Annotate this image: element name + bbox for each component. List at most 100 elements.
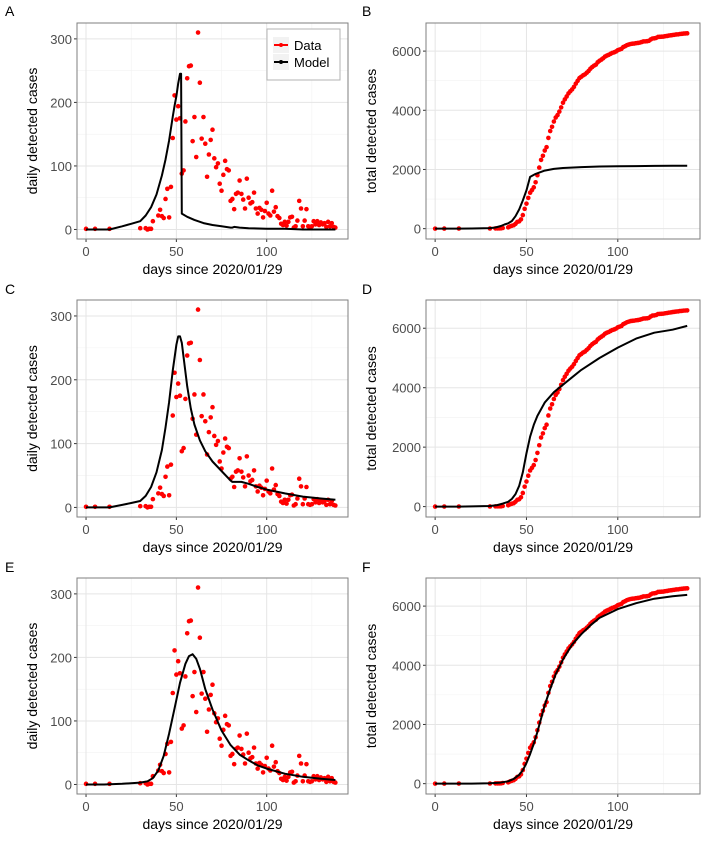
data-point: [282, 497, 288, 503]
panel-c: C 0 50 100 0 100 200 300 days since 2020/01/29 da…: [5, 281, 349, 555]
data-point: [192, 392, 197, 397]
data-point: [170, 413, 176, 418]
data-point: [273, 482, 279, 488]
y-axis-title: total detected cases: [363, 69, 379, 194]
data-point: [251, 468, 257, 473]
data-point: [538, 435, 544, 440]
y-tick-label: 300: [50, 587, 72, 602]
data-point: [166, 770, 172, 775]
x-axis-title: days since 2020/01/29: [493, 816, 633, 832]
data-point: [202, 696, 208, 702]
x-tick-label: 50: [519, 522, 533, 537]
x-tick-label: 100: [256, 799, 278, 814]
data-point: [684, 31, 690, 36]
data-point: [542, 425, 548, 431]
data-point: [524, 201, 529, 206]
data-point: [237, 178, 242, 183]
y-tick-label: 200: [50, 650, 72, 665]
data-point: [230, 751, 235, 757]
data-point: [175, 658, 181, 664]
data-point: [170, 135, 176, 141]
data-point: [174, 117, 179, 122]
data-point: [157, 485, 163, 490]
data-point: [520, 490, 526, 496]
y-tick-label: 100: [50, 437, 72, 452]
model-line: [435, 324, 688, 508]
legend: Data Model: [266, 28, 341, 81]
data-point: [304, 206, 309, 212]
data-point: [201, 669, 206, 675]
data-point: [156, 213, 161, 218]
data-point: [244, 454, 250, 459]
data-point: [161, 215, 167, 221]
plot-frame: [425, 577, 701, 795]
plot-frame: [76, 299, 349, 518]
data-point: [268, 213, 273, 218]
data-point: [258, 207, 264, 213]
data-point: [289, 214, 295, 220]
data-point: [177, 393, 183, 399]
data-point: [269, 466, 275, 471]
data-point: [540, 153, 546, 159]
data-point: [181, 723, 186, 728]
data-point: [222, 436, 228, 441]
data-point: [168, 462, 174, 467]
data-point: [202, 141, 208, 147]
data-point: [271, 764, 277, 769]
data-point: [551, 396, 557, 402]
x-tick-label: 0: [82, 244, 89, 259]
data-point: [174, 672, 179, 677]
data-point: [184, 75, 190, 81]
data-point: [163, 474, 168, 480]
data-point: [289, 769, 295, 775]
y-axis-title: total detected cases: [363, 346, 379, 471]
data-point: [246, 195, 251, 201]
data-point: [540, 431, 546, 436]
data-point: [226, 168, 232, 173]
data-point: [546, 413, 551, 418]
legend-label: Model: [294, 55, 330, 70]
data-points: [432, 308, 690, 509]
data-point: [199, 691, 204, 696]
data-point: [329, 220, 335, 226]
data-point: [277, 215, 282, 221]
data-point: [235, 190, 241, 195]
data-point: [215, 161, 221, 166]
y-axis-title: daily detected cases: [24, 68, 40, 195]
data-point: [264, 200, 270, 206]
data-point: [137, 225, 143, 231]
data-point: [237, 455, 242, 461]
data-point: [242, 206, 248, 211]
x-axis-title: days since 2020/01/29: [142, 539, 282, 555]
data-point: [273, 204, 279, 210]
data-point: [210, 682, 215, 688]
data-point: [546, 135, 551, 141]
data-point: [192, 669, 197, 675]
data-point: [314, 218, 320, 224]
x-tick-label: 50: [169, 522, 183, 537]
y-tick-label: 2000: [392, 162, 421, 177]
y-tick-label: 6000: [392, 599, 421, 614]
data-point: [246, 750, 251, 756]
x-tick-label: 0: [432, 244, 439, 259]
data-point: [231, 206, 237, 212]
data-point: [246, 473, 251, 478]
data-point: [282, 774, 288, 780]
y-tick-label: 4000: [392, 658, 421, 673]
data-point: [235, 745, 241, 750]
data-point: [219, 188, 224, 194]
data-point: [213, 164, 219, 170]
data-point: [195, 30, 201, 35]
data-point: [296, 476, 302, 482]
data-point: [212, 433, 217, 439]
data-point: [324, 224, 329, 230]
data-point: [251, 745, 257, 750]
data-point: [542, 148, 548, 153]
plot-frame: [425, 22, 701, 240]
data-point: [221, 450, 226, 455]
data-point: [293, 223, 298, 229]
data-point: [520, 212, 526, 218]
data-point: [208, 692, 213, 698]
model-line: [435, 164, 688, 230]
data-point: [190, 138, 195, 144]
